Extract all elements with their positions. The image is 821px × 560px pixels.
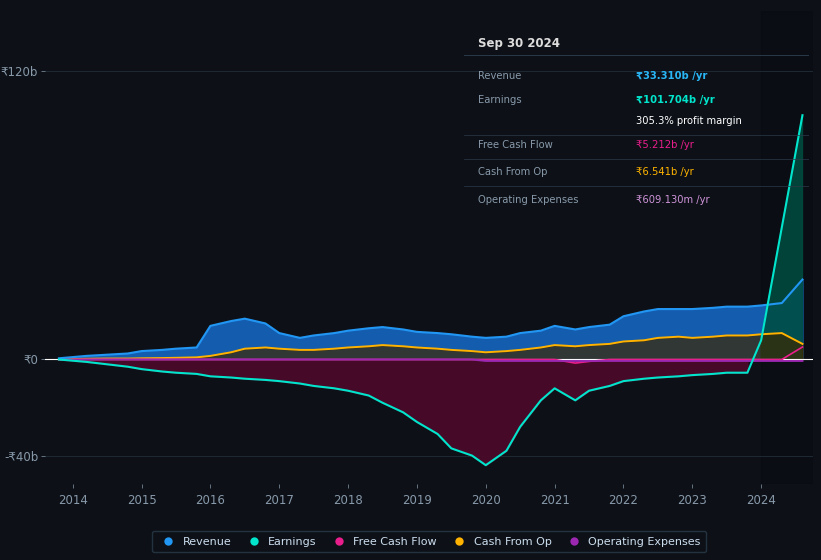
Text: 305.3% profit margin: 305.3% profit margin	[636, 115, 742, 125]
Text: ₹6.541b /yr: ₹6.541b /yr	[636, 167, 694, 176]
Text: ₹609.130m /yr: ₹609.130m /yr	[636, 195, 710, 205]
Bar	[761, 11, 813, 484]
Text: Revenue: Revenue	[478, 71, 521, 81]
Legend: Revenue, Earnings, Free Cash Flow, Cash From Op, Operating Expenses: Revenue, Earnings, Free Cash Flow, Cash …	[152, 531, 706, 552]
Text: Earnings: Earnings	[478, 95, 521, 105]
Text: ₹101.704b /yr: ₹101.704b /yr	[636, 95, 715, 105]
Text: Free Cash Flow: Free Cash Flow	[478, 140, 553, 150]
Text: ₹33.310b /yr: ₹33.310b /yr	[636, 71, 708, 81]
Text: Operating Expenses: Operating Expenses	[478, 195, 578, 205]
Text: Cash From Op: Cash From Op	[478, 167, 547, 176]
Text: ₹5.212b /yr: ₹5.212b /yr	[636, 140, 694, 150]
Text: Sep 30 2024: Sep 30 2024	[478, 37, 560, 50]
